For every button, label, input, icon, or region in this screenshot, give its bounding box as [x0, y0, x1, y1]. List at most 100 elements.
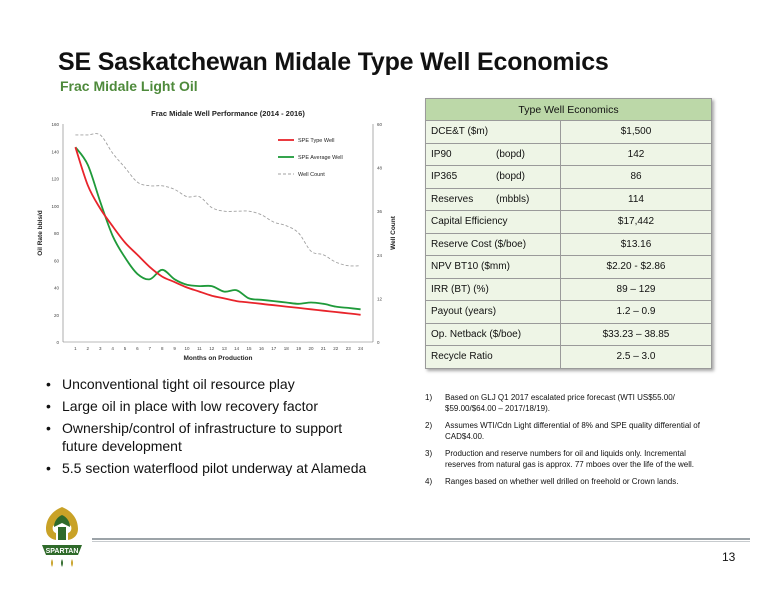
x-tick-label: 4	[111, 346, 114, 351]
x-axis-label: Months on Production	[184, 355, 253, 362]
footnote-text: Production and reserve numbers for oil a…	[445, 449, 695, 469]
row-value: $13.16	[560, 232, 712, 256]
table-row: NPV BT10 ($mm) $2.20 - $2.86	[425, 255, 712, 279]
svg-text:SPARTAN: SPARTAN	[46, 548, 79, 555]
x-tick-label: 2	[87, 346, 90, 351]
footnote-text: Ranges based on whether well drilled on …	[445, 477, 679, 486]
y-axis-label: Oil Rate bbls/d	[37, 210, 44, 256]
row-unit: (bopd)	[491, 165, 561, 189]
x-tick-label: 18	[284, 346, 290, 351]
footnote: 1) Based on GLJ Q1 2017 escalated price f…	[425, 392, 710, 414]
x-tick-label: 19	[296, 346, 302, 351]
table-row: Recycle Ratio 2.5 – 3.0	[425, 345, 712, 369]
footnote-text: Assumes WTI/Cdn Light differential of 8%…	[445, 421, 700, 441]
series-line-spe-type-well	[74, 146, 361, 316]
row-unit: (mbbls)	[491, 187, 561, 211]
y2-axis-label: Well Count	[390, 215, 397, 250]
y-tick-label: 80	[54, 231, 60, 236]
y-tick-label: 0	[56, 340, 59, 345]
footnote-text: Based on GLJ Q1 2017 escalated price for…	[445, 393, 675, 413]
y2-tick-label: 12	[377, 296, 383, 301]
table-row: IP90 (bopd) 142	[425, 142, 712, 166]
row-value: $33.23 – 38.85	[560, 322, 712, 346]
x-tick-label: 16	[259, 346, 265, 351]
legend-label: SPE Type Well	[298, 138, 334, 144]
row-value: $1,500	[560, 120, 712, 144]
row-value: 1.2 – 0.9	[560, 300, 712, 324]
table-row: Reserve Cost ($/boe) $13.16	[425, 232, 712, 256]
y-tick-label: 160	[51, 122, 59, 127]
type-well-economics-table: Type Well Economics DCE&T ($m) $1,500 IP90…	[425, 98, 712, 369]
row-label: IP90	[425, 142, 491, 166]
row-value: 142	[560, 142, 712, 166]
x-tick-label: 11	[197, 346, 202, 351]
page-title: SE Saskatchewan Midale Type Well Economi…	[58, 48, 609, 76]
footnote: 4) Ranges based on whether well drilled o…	[425, 476, 710, 487]
footer-rule-light	[92, 541, 750, 542]
row-label: Op. Netback ($/boe)	[425, 322, 561, 346]
table-header: Type Well Economics	[425, 98, 712, 121]
y2-tick-label: 60	[377, 122, 383, 127]
legend-label: Well Count	[298, 172, 325, 178]
row-value: 89 – 129	[560, 277, 712, 301]
footnote-number: 4)	[425, 477, 433, 486]
footnote-number: 1)	[425, 393, 433, 402]
row-label: DCE&T ($m)	[425, 120, 561, 144]
well-performance-chart: Frac Midale Well Performance (2014 - 201…	[28, 104, 420, 364]
x-tick-label: 24	[358, 346, 364, 351]
table-row: IRR (BT) (%) 89 – 129	[425, 277, 712, 301]
footer-rule	[92, 538, 750, 540]
x-tick-label: 3	[99, 346, 102, 351]
bullet-item: Large oil in place with low recovery fac…	[46, 397, 376, 415]
legend-label: SPE Average Well	[298, 155, 343, 161]
row-value: 86	[560, 165, 712, 189]
x-tick-label: 8	[161, 346, 164, 351]
x-tick-label: 22	[333, 346, 339, 351]
row-label: Reserves	[425, 187, 491, 211]
y-tick-label: 20	[54, 313, 60, 318]
y2-tick-label: 48	[377, 166, 383, 171]
x-tick-label: 5	[124, 346, 127, 351]
row-value: $17,442	[560, 210, 712, 234]
bullet-item: Unconventional tight oil resource play	[46, 375, 376, 393]
x-tick-label: 15	[246, 346, 252, 351]
y-tick-label: 140	[51, 149, 59, 154]
row-label: Recycle Ratio	[425, 345, 561, 369]
x-tick-label: 21	[321, 346, 327, 351]
page-subtitle: Frac Midale Light Oil	[60, 78, 198, 94]
row-value: 114	[560, 187, 712, 211]
x-tick-label: 1	[74, 346, 77, 351]
footnotes: 1) Based on GLJ Q1 2017 escalated price f…	[425, 392, 710, 493]
x-tick-label: 10	[184, 346, 190, 351]
chart-title: Frac Midale Well Performance (2014 - 201…	[151, 109, 305, 118]
table-row: Op. Netback ($/boe) $33.23 – 38.85	[425, 322, 712, 346]
row-label: IRR (BT) (%)	[425, 277, 561, 301]
row-value: 2.5 – 3.0	[560, 345, 712, 369]
x-tick-label: 6	[136, 346, 139, 351]
footnote-number: 2)	[425, 421, 433, 430]
row-label: NPV BT10 ($mm)	[425, 255, 561, 279]
x-tick-label: 9	[173, 346, 176, 351]
y-tick-label: 100	[51, 204, 59, 209]
y2-tick-label: 36	[377, 209, 383, 214]
y-tick-label: 60	[54, 258, 60, 263]
table-row: DCE&T ($m) $1,500	[425, 120, 712, 144]
chart-svg: Frac Midale Well Performance (2014 - 201…	[37, 109, 397, 362]
row-unit: (bopd)	[491, 142, 561, 166]
table-row: Reserves (mbbls) 114	[425, 187, 712, 211]
row-label: Payout (years)	[425, 300, 561, 324]
footnote: 2) Assumes WTI/Cdn Light differential of …	[425, 420, 710, 442]
y-tick-label: 120	[51, 177, 59, 182]
table-row: IP365 (bopd) 86	[425, 165, 712, 189]
bullet-item: 5.5 section waterflood pilot underway at…	[46, 459, 376, 477]
bullet-list: Unconventional tight oil resource play L…	[46, 375, 376, 481]
row-label: Reserve Cost ($/boe)	[425, 232, 561, 256]
footnote-number: 3)	[425, 449, 433, 458]
row-label: IP365	[425, 165, 491, 189]
x-tick-label: 7	[149, 346, 152, 351]
x-tick-label: 12	[209, 346, 215, 351]
x-tick-label: 17	[271, 346, 277, 351]
row-value: $2.20 - $2.86	[560, 255, 712, 279]
footnote: 3) Production and reserve numbers for oil…	[425, 448, 710, 470]
x-tick-label: 13	[222, 346, 228, 351]
